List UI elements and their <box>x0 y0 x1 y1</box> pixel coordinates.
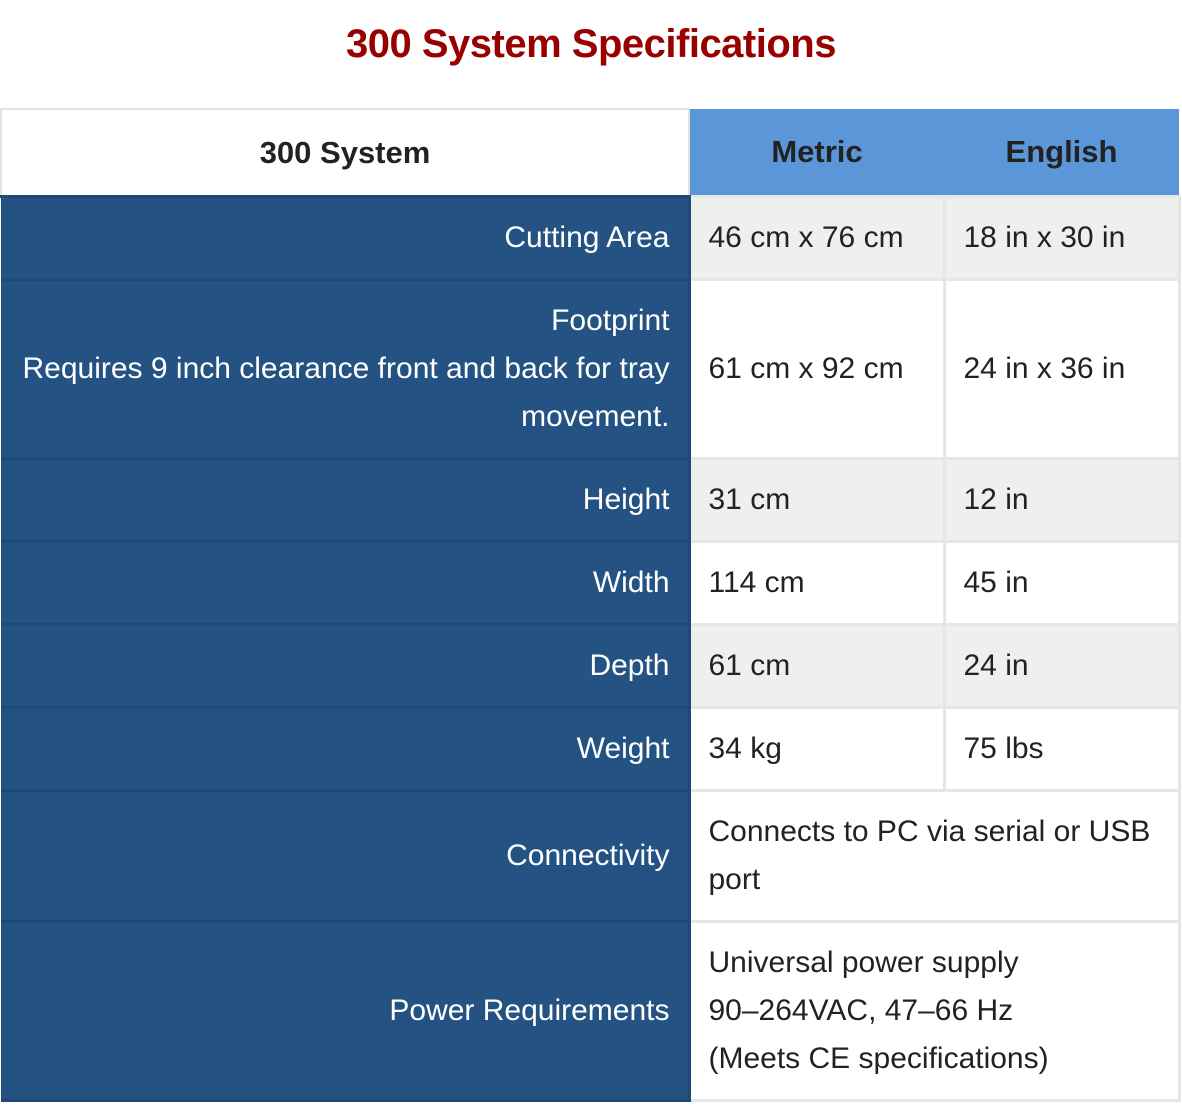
value-line: (Meets CE specifications) <box>708 1042 1049 1075</box>
row-label: Width <box>1 540 691 626</box>
header-row: 300 System Metric English <box>0 108 1179 197</box>
row-label-note: Requires 9 inch clearance front and back… <box>22 352 670 433</box>
table-row: Cutting Area 46 cm x 76 cm 18 in x 30 in <box>1 195 1181 281</box>
metric-column-header: Metric <box>689 109 944 197</box>
page-title: 300 System Specifications <box>346 22 836 66</box>
english-value: 18 in x 30 in <box>942 195 1181 281</box>
english-value: 12 in <box>942 457 1181 543</box>
english-value: 75 lbs <box>942 706 1181 792</box>
combined-value: Connects to PC via serial or USB port <box>687 789 1181 923</box>
system-column-header: 300 System <box>0 108 690 197</box>
row-label-text: Footprint <box>551 304 670 337</box>
value-line: Universal power supply <box>708 946 1019 979</box>
metric-value: 34 kg <box>687 706 946 792</box>
row-label: Footprint Requires 9 inch clearance fron… <box>1 278 691 460</box>
table-row: Weight 34 kg 75 lbs <box>1 706 1181 792</box>
metric-value: 114 cm <box>687 540 946 626</box>
row-label: Depth <box>1 623 691 709</box>
row-label: Cutting Area <box>1 195 691 281</box>
specifications-table: 300 System Metric English Cutting Area 4… <box>0 108 1181 1102</box>
metric-value: 61 cm x 92 cm <box>687 278 946 460</box>
combined-value: Universal power supply 90–264VAC, 47–66 … <box>687 920 1181 1102</box>
english-value: 24 in x 36 in <box>942 278 1181 460</box>
table-row: Footprint Requires 9 inch clearance fron… <box>1 278 1181 460</box>
table-row: Depth 61 cm 24 in <box>1 623 1181 709</box>
table-row: Connectivity Connects to PC via serial o… <box>1 789 1181 923</box>
row-label: Connectivity <box>1 789 691 923</box>
metric-value: 46 cm x 76 cm <box>687 195 946 281</box>
row-label: Weight <box>1 706 691 792</box>
english-value: 45 in <box>942 540 1181 626</box>
metric-value: 31 cm <box>687 457 946 543</box>
table-row: Width 114 cm 45 in <box>1 540 1181 626</box>
row-label: Height <box>1 457 691 543</box>
value-line: 90–264VAC, 47–66 Hz <box>708 994 1014 1027</box>
row-label: Power Requirements <box>1 920 691 1102</box>
table-row: Power Requirements Universal power suppl… <box>1 920 1181 1102</box>
english-column-header: English <box>944 109 1179 197</box>
english-value: 24 in <box>942 623 1181 709</box>
table-row: Height 31 cm 12 in <box>1 457 1181 543</box>
metric-value: 61 cm <box>687 623 946 709</box>
